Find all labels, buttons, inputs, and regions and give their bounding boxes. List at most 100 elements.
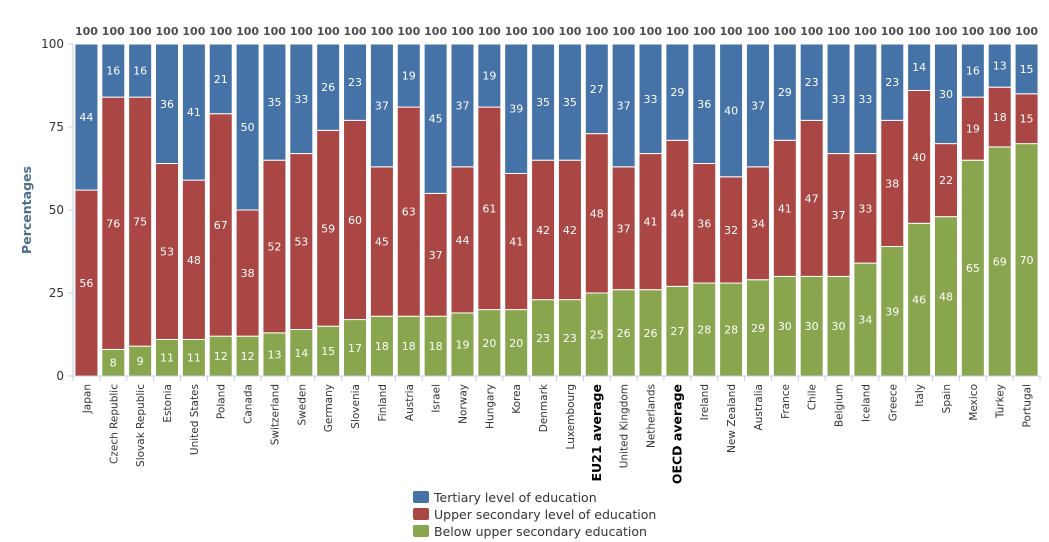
data-label: 67 (214, 219, 228, 232)
legend-label: Below upper secondary education (434, 524, 647, 539)
bar-segment[interactable] (235, 43, 260, 211)
bar-segment[interactable] (450, 43, 475, 168)
total-label: 100 (988, 25, 1011, 38)
bar-segment[interactable] (369, 43, 394, 168)
x-category-label: Poland (216, 384, 228, 419)
x-category-label: Denmark (538, 383, 550, 432)
data-label: 47 (805, 192, 819, 205)
data-label: 11 (187, 352, 201, 365)
data-label: 23 (885, 76, 899, 89)
data-label: 37 (429, 249, 443, 262)
x-category-label: Czech Republic (108, 384, 120, 464)
total-label: 100 (75, 25, 98, 38)
data-label: 33 (832, 93, 846, 106)
total-label: 100 (612, 25, 635, 38)
bar-segment[interactable] (262, 43, 287, 161)
data-label: 37 (832, 209, 846, 222)
bar-segment[interactable] (933, 43, 958, 145)
data-label: 30 (939, 88, 953, 101)
bar-segment[interactable] (853, 43, 878, 155)
total-label: 100 (370, 25, 393, 38)
bar-segment[interactable] (557, 43, 582, 161)
bar-segment[interactable] (423, 43, 448, 194)
bar-segment[interactable] (907, 43, 932, 91)
x-category-label: Luxembourg (565, 384, 577, 449)
data-label: 23 (348, 76, 362, 89)
data-label: 20 (509, 337, 523, 350)
data-label: 44 (455, 234, 469, 247)
data-label: 45 (375, 236, 389, 249)
data-label: 25 (590, 329, 604, 342)
data-label: 39 (509, 103, 523, 116)
data-label: 19 (966, 123, 980, 136)
total-label: 100 (397, 25, 420, 38)
bar-segment[interactable] (799, 43, 824, 121)
legend-item[interactable]: Tertiary level of education (413, 490, 597, 505)
data-label: 14 (912, 61, 926, 74)
bar-segment[interactable] (1014, 43, 1039, 95)
bar-segment[interactable] (638, 43, 663, 155)
bar-segment[interactable] (987, 43, 1012, 88)
bar-segment[interactable] (692, 43, 717, 165)
bar-segment[interactable] (745, 43, 770, 168)
bar-segment[interactable] (396, 43, 421, 108)
data-label: 23 (805, 76, 819, 89)
bar-segment[interactable] (880, 43, 905, 121)
bar-segment[interactable] (316, 43, 341, 131)
total-label: 100 (102, 25, 125, 38)
total-label: 100 (773, 25, 796, 38)
total-label: 100 (961, 25, 984, 38)
x-category-label: Hungary (484, 384, 496, 429)
data-label: 52 (267, 241, 281, 254)
data-label: 41 (509, 236, 523, 249)
bar-segment[interactable] (477, 43, 502, 108)
bar-segment[interactable] (531, 43, 556, 161)
bar-segment[interactable] (128, 43, 153, 98)
bar-segment[interactable] (826, 43, 851, 155)
x-category-label: Finland (377, 384, 389, 422)
bar-segment[interactable] (504, 43, 529, 174)
data-label: 12 (241, 350, 255, 363)
total-label: 100 (236, 25, 259, 38)
bar-segment[interactable] (665, 43, 690, 141)
data-label: 42 (563, 224, 577, 237)
bar-segment[interactable] (181, 43, 206, 181)
data-label: 76 (106, 217, 120, 230)
bar-segment[interactable] (155, 43, 180, 165)
bar-segment[interactable] (719, 43, 744, 178)
total-label: 100 (666, 25, 689, 38)
data-label: 34 (858, 314, 872, 327)
data-label: 30 (805, 320, 819, 333)
data-label: 18 (402, 340, 416, 353)
data-label: 63 (402, 206, 416, 219)
x-category-label: Portugal (1022, 384, 1034, 428)
bar-segment[interactable] (208, 43, 233, 115)
data-label: 14 (294, 347, 308, 360)
data-labels: 56 44 8 76 16 9 75 16 11 53 36 11 48 41 12 67 21 12 38 50 13… (79, 60, 1033, 370)
data-label: 37 (617, 222, 631, 235)
data-label: 15 (1020, 113, 1034, 126)
bar-segment[interactable] (101, 43, 126, 98)
bar-segment[interactable] (960, 43, 985, 98)
data-label: 38 (241, 267, 255, 280)
bar-segment[interactable] (772, 43, 797, 141)
bar-segment[interactable] (74, 43, 99, 191)
bar-segment[interactable] (611, 43, 636, 168)
bar-segment[interactable] (343, 43, 368, 121)
legend-item[interactable]: Below upper secondary education (413, 524, 647, 539)
legend-item[interactable]: Upper secondary level of education (413, 507, 656, 522)
bar-segment[interactable] (289, 43, 314, 155)
total-label: 100 (908, 25, 931, 38)
total-label: 100 (478, 25, 501, 38)
data-label: 37 (751, 99, 765, 112)
total-label: 100 (746, 25, 769, 38)
legend[interactable]: Tertiary level of education Upper seconda… (413, 490, 656, 539)
data-label: 9 (137, 355, 144, 368)
data-label: 32 (724, 224, 738, 237)
data-label: 36 (697, 98, 711, 111)
data-label: 8 (110, 357, 117, 370)
bar-segment[interactable] (584, 43, 609, 135)
data-label: 40 (912, 151, 926, 164)
x-category-label: Estonia (162, 384, 174, 423)
data-label: 36 (160, 98, 174, 111)
